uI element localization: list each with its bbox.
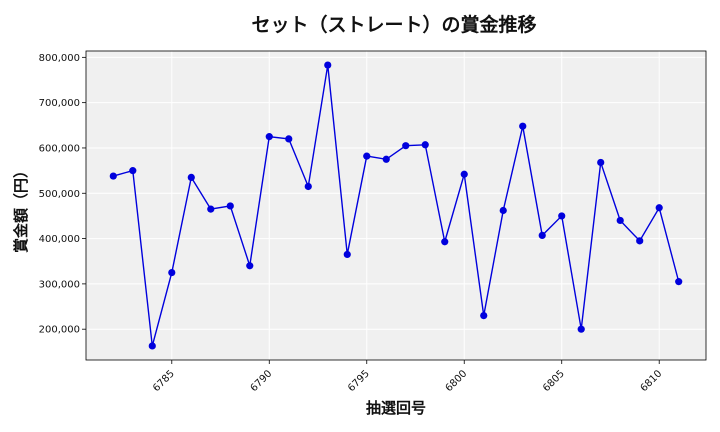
data-point xyxy=(538,231,546,240)
y-tick-label: 600,000 xyxy=(39,143,80,154)
data-point xyxy=(363,152,371,160)
data-point xyxy=(343,250,351,259)
data-point xyxy=(304,182,312,191)
data-point xyxy=(226,202,234,210)
data-point xyxy=(441,238,449,246)
data-point xyxy=(616,216,624,225)
gridlines xyxy=(86,51,706,360)
data-point xyxy=(148,342,156,350)
data-point xyxy=(636,237,644,245)
y-axis-ticks: 200,000 300,000 400,000 500,000 600,000 700,0… xyxy=(39,53,86,336)
x-axis-label: 抽選回号 xyxy=(366,399,426,417)
data-series xyxy=(109,61,683,350)
data-point xyxy=(285,135,293,143)
data-point xyxy=(109,172,117,180)
data-point xyxy=(460,170,468,178)
data-point xyxy=(265,133,273,141)
chart-title: セット（ストレート）の賞金推移 xyxy=(251,13,536,36)
y-tick-label: 200,000 xyxy=(39,325,80,336)
y-tick-label: 400,000 xyxy=(39,234,80,245)
data-point xyxy=(187,173,195,182)
series-line xyxy=(113,64,680,347)
data-point xyxy=(558,212,566,220)
data-point xyxy=(675,278,683,286)
data-point xyxy=(168,268,176,277)
data-point xyxy=(324,61,332,69)
data-point xyxy=(129,167,137,175)
data-point xyxy=(577,325,585,333)
y-tick-label: 700,000 xyxy=(39,98,80,109)
plot-frame xyxy=(85,50,707,361)
y-axis-label: 賞金額（円） xyxy=(12,163,30,253)
data-point xyxy=(519,122,527,130)
data-point xyxy=(597,158,605,167)
y-tick-label: 500,000 xyxy=(39,189,80,200)
y-tick-label: 800,000 xyxy=(39,53,80,64)
data-point xyxy=(382,155,390,163)
data-point xyxy=(246,262,254,270)
plot-area xyxy=(86,51,706,360)
data-point xyxy=(499,206,507,215)
data-point xyxy=(402,142,410,150)
y-tick-label: 300,000 xyxy=(39,279,80,290)
data-point xyxy=(207,205,215,213)
data-point xyxy=(655,204,663,212)
data-point xyxy=(480,311,488,320)
data-point xyxy=(421,141,429,149)
